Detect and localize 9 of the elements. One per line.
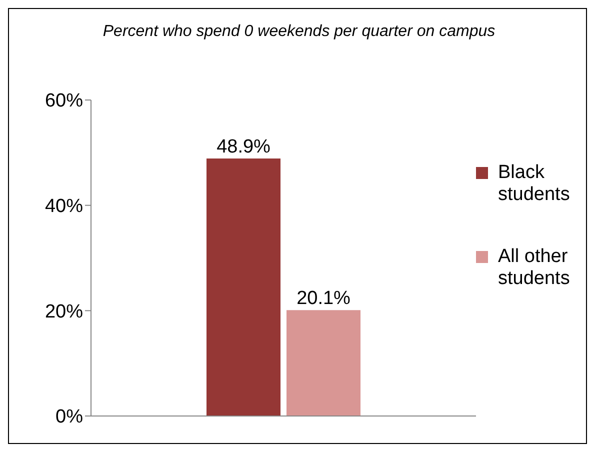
data-label: 48.9%	[216, 136, 271, 158]
y-tick-label: 20%	[44, 301, 84, 322]
legend-label: Black students	[498, 162, 571, 206]
chart-title: Percent who spend 0 weekends per quarter on campus	[102, 22, 496, 42]
y-tick-label: 0%	[56, 406, 84, 428]
legend-label: All other students	[498, 246, 571, 290]
y-tick-label: 40%	[44, 196, 84, 218]
data-label: 20.1%	[296, 288, 351, 310]
y-tick-label: 60%	[44, 90, 84, 112]
